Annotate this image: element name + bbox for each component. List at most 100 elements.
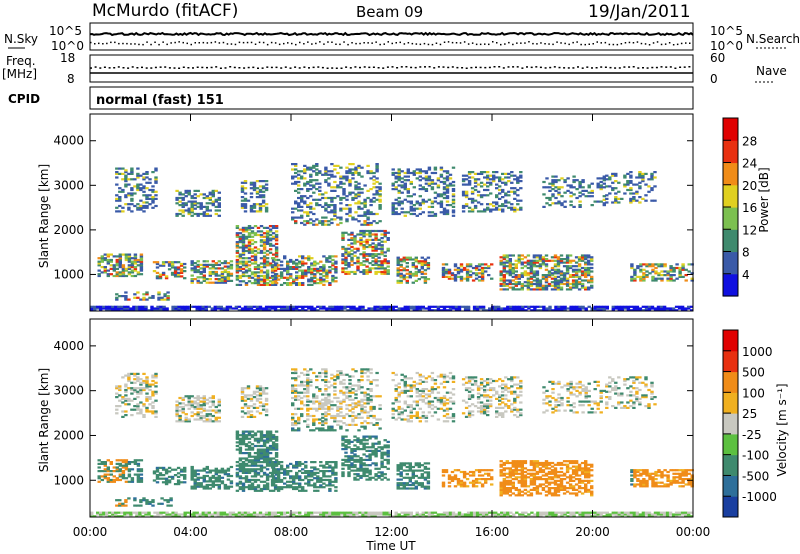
- power-cell: [359, 237, 363, 240]
- power-cell: [271, 260, 276, 263]
- velocity-cell: [190, 473, 194, 476]
- velocity-cell: [463, 513, 468, 516]
- power-cell: [464, 203, 469, 206]
- velocity-cell: [674, 511, 679, 514]
- power-cell: [474, 277, 479, 280]
- power-cell: [650, 307, 655, 310]
- power-cell: [456, 268, 461, 271]
- power-cell: [265, 237, 270, 240]
- power-cell: [400, 307, 404, 310]
- power-cell: [464, 192, 469, 195]
- power-cell: [198, 309, 202, 312]
- nave-dot: [303, 66, 306, 68]
- power-cell: [244, 260, 249, 263]
- velocity-cell: [193, 478, 197, 481]
- power-cell: [418, 207, 422, 210]
- power-cell: [584, 272, 588, 275]
- power-cell: [327, 204, 331, 207]
- power-cell: [506, 305, 510, 308]
- power-cell: [295, 266, 299, 269]
- power-cell: [150, 305, 154, 308]
- power-cell: [501, 210, 505, 213]
- power-cell: [298, 260, 302, 263]
- noise-search-dot: [343, 41, 345, 43]
- power-cell: [660, 274, 664, 277]
- power-cell: [473, 185, 478, 188]
- power-cell: [501, 204, 505, 208]
- power-cell: [383, 269, 387, 272]
- velocity-cell: [286, 470, 290, 473]
- power-cell: [291, 218, 295, 221]
- velocity-cell: [276, 471, 281, 474]
- power-cell: [569, 305, 573, 308]
- velocity-cell: [106, 473, 110, 476]
- power-cell: [427, 205, 432, 208]
- power-cell: [635, 183, 639, 186]
- velocity-cell: [295, 461, 299, 464]
- power-cell: [369, 200, 373, 203]
- velocity-cell: [548, 513, 552, 516]
- power-cell: [193, 189, 197, 192]
- power-cell: [470, 208, 475, 211]
- noise-search-dot: [484, 43, 486, 45]
- noise-left-tick-top: 10^5: [49, 24, 82, 38]
- power-cell: [456, 270, 461, 273]
- power-cell: [409, 307, 413, 310]
- power-cell: [599, 180, 603, 184]
- power-cell: [544, 258, 549, 261]
- power-cell: [633, 270, 637, 273]
- velocity-cell: [244, 477, 249, 480]
- velocity-cell: [223, 483, 228, 487]
- power-cell: [547, 282, 552, 286]
- velocity-cell: [117, 511, 121, 514]
- power-cell: [651, 263, 655, 266]
- noise-search-dot: [331, 41, 333, 43]
- nave-dot: [521, 67, 524, 69]
- power-cell: [289, 266, 293, 269]
- power-cell: [294, 175, 298, 178]
- power-cell: [386, 231, 390, 234]
- velocity-cell: [152, 472, 157, 475]
- power-cell: [517, 259, 521, 262]
- velocity-cell: [262, 466, 267, 469]
- power-cell: [577, 277, 582, 280]
- power-cell: [313, 269, 317, 272]
- velocity-cell: [112, 478, 116, 482]
- velocity-cell: [97, 466, 101, 469]
- nave-dot: [261, 67, 264, 69]
- velocity-cell: [201, 513, 205, 516]
- power-cell: [424, 175, 429, 178]
- power-cell: [292, 309, 296, 312]
- power-cell: [249, 183, 254, 186]
- power-cell: [283, 267, 287, 270]
- power-cell: [681, 266, 685, 270]
- power-cell: [405, 258, 409, 261]
- power-cell: [647, 190, 651, 193]
- power-cell: [380, 251, 384, 254]
- power-cell: [240, 203, 245, 206]
- power-cell: [442, 180, 447, 184]
- power-cell: [262, 282, 267, 285]
- power-cell: [241, 257, 246, 260]
- power-cell: [253, 232, 258, 235]
- power-cell: [298, 282, 302, 285]
- power-cell: [105, 309, 109, 312]
- power-cell: [532, 274, 537, 277]
- noise-search-dot: [689, 42, 691, 44]
- power-cell: [117, 307, 121, 310]
- velocity-cell: [313, 515, 317, 518]
- power-cell: [574, 281, 579, 284]
- velocity-cell: [264, 511, 269, 514]
- power-cell: [336, 184, 340, 187]
- power-cell: [328, 307, 332, 310]
- power-cell: [261, 199, 266, 202]
- power-cell: [190, 209, 194, 212]
- power-cell: [348, 214, 352, 217]
- power-cell: [211, 191, 215, 194]
- velocity-cell: [259, 455, 264, 458]
- power-cell: [316, 269, 320, 272]
- power-cell: [397, 202, 401, 205]
- power-cell: [297, 205, 301, 208]
- power-cell: [602, 309, 606, 312]
- velocity-cell: [268, 448, 273, 451]
